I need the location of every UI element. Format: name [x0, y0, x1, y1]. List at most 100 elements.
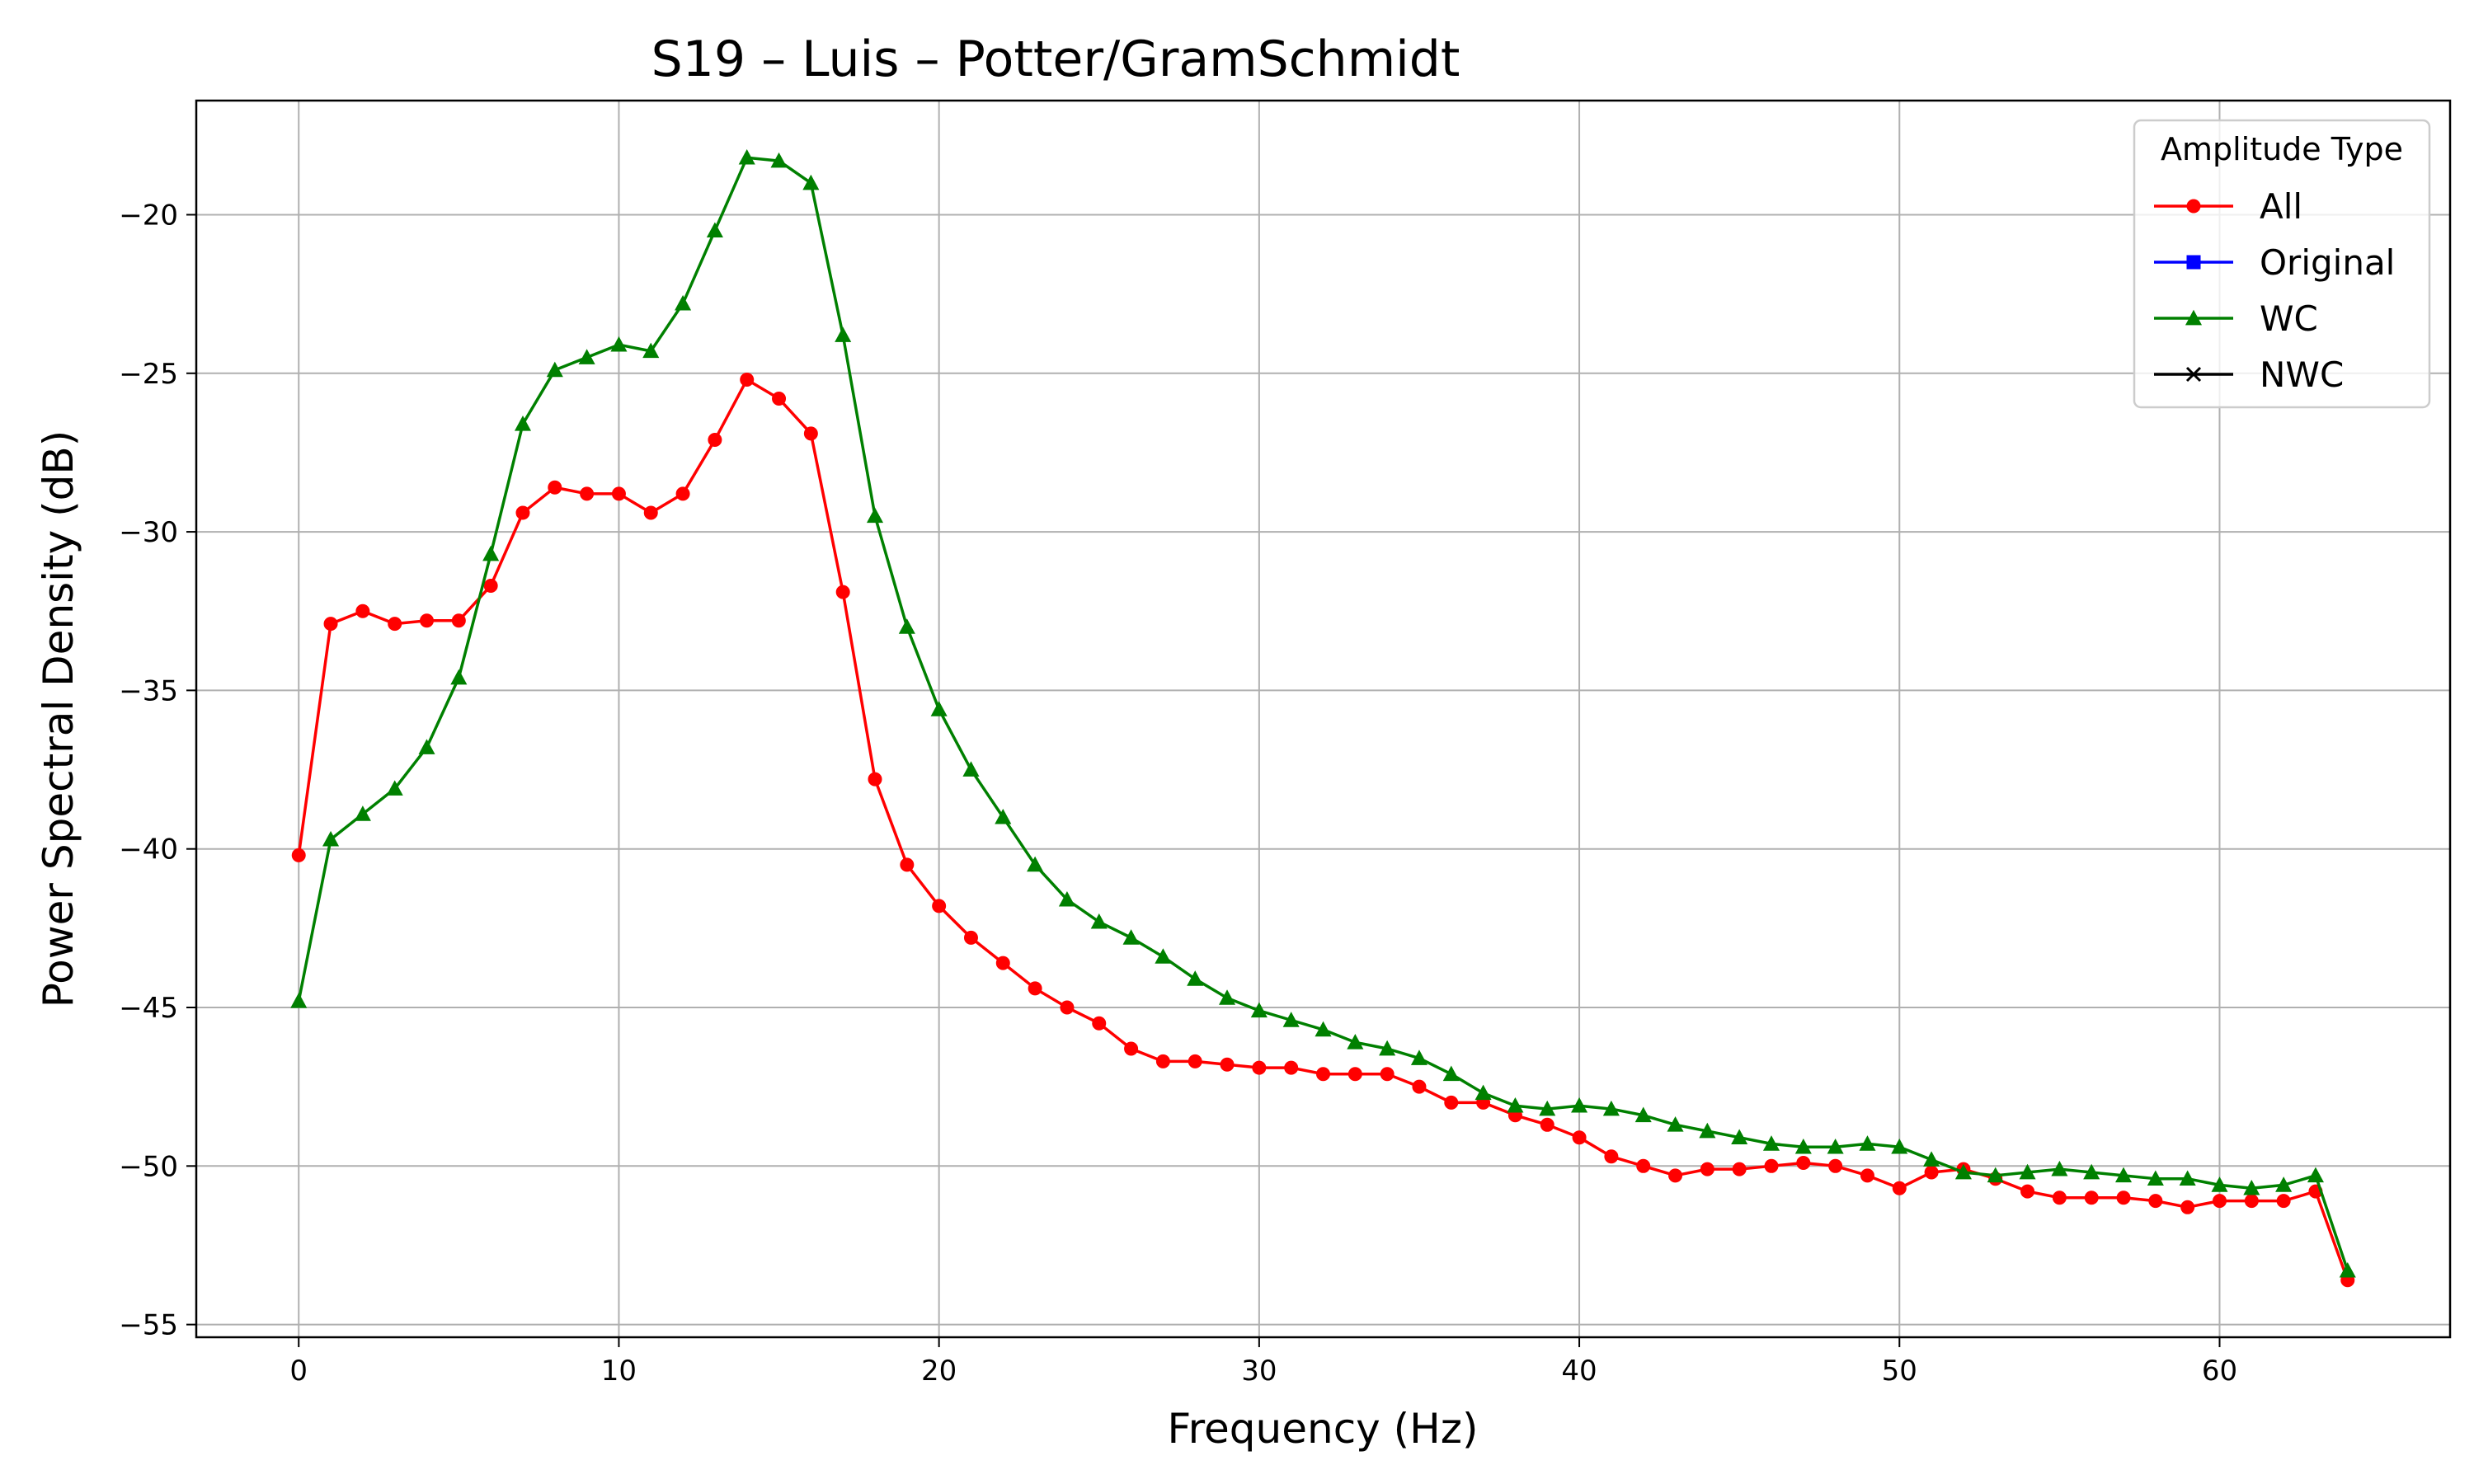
data-point-wc: [450, 669, 468, 685]
x-tick-label: 50: [1882, 1355, 1917, 1388]
data-point-wc: [578, 349, 595, 364]
data-point-wc: [1634, 1106, 1652, 1123]
data-point-all: [355, 603, 370, 618]
data-point-all: [2276, 1194, 2291, 1209]
data-point-wc: [1475, 1084, 1492, 1101]
data-point-wc: [1122, 929, 1140, 945]
data-point-all: [995, 956, 1010, 970]
data-point-wc: [962, 761, 980, 777]
x-tick-label: 60: [2202, 1355, 2237, 1388]
legend-entry-nwc: NWC: [2154, 355, 2344, 395]
data-point-all: [1060, 1000, 1075, 1015]
legend-label: NWC: [2260, 355, 2344, 395]
legend: Amplitude Type All Original WC NWC: [2133, 119, 2431, 409]
x-tick-label: 10: [601, 1355, 637, 1388]
data-point-all: [548, 480, 562, 495]
x-tick-label: 0: [289, 1355, 308, 1388]
data-point-wc: [2275, 1176, 2293, 1192]
data-point-wc: [418, 739, 435, 754]
data-point-wc: [1762, 1135, 1780, 1151]
data-point-wc: [642, 342, 660, 359]
data-point-wc: [1090, 913, 1108, 929]
data-point-wc: [1731, 1129, 1748, 1145]
data-point-wc: [1187, 970, 1204, 986]
x-axis-label: Frequency (Hz): [1167, 1405, 1478, 1453]
data-point-all: [1860, 1168, 1874, 1183]
legend-entry-all: All: [2154, 186, 2302, 227]
data-point-wc: [1347, 1034, 1364, 1050]
data-point-wc: [2339, 1261, 2356, 1278]
data-point-wc: [1507, 1097, 1524, 1113]
data-point-all: [868, 772, 882, 787]
data-point-wc: [2051, 1160, 2068, 1176]
data-point-all: [1700, 1162, 1714, 1176]
data-point-all: [580, 486, 595, 501]
data-point-all: [2180, 1200, 2195, 1214]
y-tick-label: −45: [119, 992, 178, 1025]
data-point-all: [900, 857, 915, 872]
data-point-all: [1828, 1158, 1843, 1173]
data-point-all: [803, 426, 818, 441]
data-point-wc: [706, 222, 723, 238]
y-tick-label: −55: [119, 1309, 178, 1342]
data-point-wc: [1667, 1116, 1684, 1132]
data-point-all: [451, 613, 466, 628]
data-point-all: [740, 372, 755, 387]
data-point-all: [1316, 1067, 1330, 1082]
data-point-wc: [386, 780, 403, 796]
data-point-wc: [898, 618, 915, 634]
y-tick-label: −40: [119, 834, 178, 866]
data-point-wc: [2243, 1179, 2260, 1195]
data-point-all: [1604, 1149, 1619, 1164]
data-point-wc: [1218, 989, 1236, 1005]
axis-ticks: 0 10 20 30 40 50 60 −55 −50 −45 −40 −35 −30 −25 −20: [119, 199, 2237, 1388]
data-point-wc: [1282, 1012, 1300, 1027]
plot-area-frame: [195, 99, 2452, 1339]
data-point-all: [1124, 1041, 1139, 1056]
legend-label: All: [2260, 186, 2302, 227]
data-point-wc: [1954, 1163, 1972, 1180]
data-point-wc: [354, 805, 371, 821]
data-point-wc: [546, 361, 563, 378]
data-point-all: [1412, 1079, 1427, 1094]
x-tick-label: 30: [1241, 1355, 1277, 1388]
legend-title: Amplitude Type: [2161, 131, 2403, 167]
data-point-all: [1188, 1054, 1202, 1068]
data-point-wc: [1571, 1097, 1588, 1113]
data-point-wc: [1442, 1065, 1460, 1082]
data-point-all: [963, 930, 978, 945]
data-point-wc: [2211, 1176, 2228, 1192]
legend-swatch-marker: [2185, 309, 2203, 326]
data-point-wc: [1315, 1021, 1332, 1037]
data-point-wc: [1058, 890, 1075, 907]
data-point-wc: [1379, 1040, 1396, 1056]
data-point-all: [611, 486, 626, 501]
data-point-all: [1252, 1060, 1267, 1075]
data-point-all: [643, 505, 658, 520]
data-point-wc: [2114, 1167, 2133, 1183]
data-point-wc: [770, 152, 788, 168]
data-point-wc: [1859, 1135, 1876, 1151]
y-axis-label: Power Spectral Density (dB): [35, 430, 82, 1007]
legend-label: Original: [2260, 242, 2395, 283]
data-point-all: [1380, 1067, 1395, 1082]
data-point-wc: [995, 808, 1012, 824]
data-point-wc: [290, 993, 308, 1008]
data-point-wc: [1891, 1138, 1908, 1154]
data-point-wc: [1155, 948, 1172, 964]
legend-entries: All Original WC NWC: [2154, 186, 2395, 395]
data-point-wc: [2019, 1163, 2036, 1180]
data-point-wc: [1602, 1100, 1620, 1116]
legend-swatch-marker: [2185, 366, 2202, 383]
data-point-all: [2148, 1194, 2163, 1209]
data-point-wc: [1539, 1100, 1556, 1116]
data-point-all: [2052, 1190, 2067, 1205]
data-point-all: [2244, 1194, 2259, 1209]
data-point-wc: [514, 416, 532, 431]
data-point-wc: [1923, 1151, 1940, 1167]
data-point-all: [1028, 981, 1042, 996]
grid-lines: [196, 101, 2450, 1337]
legend-box: [2133, 119, 2431, 409]
data-point-wc: [1250, 1002, 1268, 1018]
